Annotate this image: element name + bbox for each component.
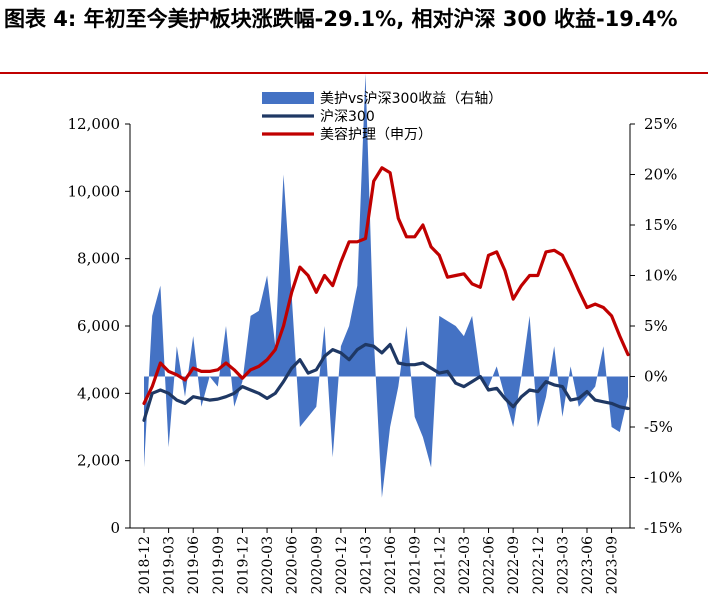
right-tick-label: 25%: [644, 115, 677, 133]
x-tick-label: 2020-09: [309, 536, 325, 594]
right-tick-label: -5%: [644, 418, 673, 436]
x-tick-label: 2022-09: [506, 536, 522, 594]
right-tick-label: 5%: [644, 317, 668, 335]
x-tick-label: 2021-09: [408, 536, 424, 594]
x-tick-label: 2018-12: [137, 536, 153, 594]
left-tick-label: 10,000: [68, 182, 121, 200]
x-tick-label: 2022-12: [531, 536, 547, 594]
right-tick-label: -10%: [644, 469, 682, 487]
x-tick-label: 2022-03: [457, 536, 473, 594]
right-tick-label: 15%: [644, 216, 677, 234]
x-tick-label: 2019-12: [235, 536, 251, 594]
axes-layer: 0 2,000 4,000 6,000 8,000 10,000 12,000 -15% -10…: [68, 115, 683, 594]
legend-label: 美护vs沪深300收益（右轴）: [320, 91, 502, 107]
left-tick-label: 8,000: [77, 250, 120, 268]
left-tick-label: 4,000: [77, 384, 120, 402]
x-tick-label: 2021-03: [358, 536, 374, 594]
title-divider: [0, 72, 708, 74]
x-tick-label: 2020-12: [334, 536, 350, 594]
left-tick-label: 6,000: [77, 317, 120, 335]
right-tick-label: -15%: [644, 519, 682, 537]
x-tick-label: 2019-06: [186, 536, 202, 594]
x-tick-label: 2022-06: [482, 536, 498, 594]
left-tick-label: 12,000: [68, 115, 121, 133]
legend-swatch-area: [262, 92, 314, 104]
right-tick-label: 20%: [644, 166, 677, 184]
x-tick-label: 2019-03: [162, 536, 178, 594]
right-tick-label: 0%: [644, 368, 668, 386]
x-tick-label: 2019-09: [211, 536, 227, 594]
line-layer: [142, 166, 630, 422]
area-relative-return: [144, 73, 628, 498]
x-tick-label: 2023-06: [580, 536, 596, 594]
legend-label: 美容护理（申万）: [320, 126, 432, 143]
area-layer: [144, 73, 628, 498]
x-tick-label: 2021-12: [432, 536, 448, 594]
right-tick-label: 10%: [644, 267, 677, 285]
x-tick-label: 2023-09: [605, 536, 621, 594]
left-tick-label: 0: [110, 519, 120, 537]
x-tick-label: 2023-03: [555, 536, 571, 594]
x-tick-label: 2021-06: [383, 536, 399, 594]
left-tick-label: 2,000: [77, 452, 120, 470]
x-tick-label: 2020-03: [260, 536, 276, 594]
line-beauty-care: [142, 166, 630, 405]
x-tick-label: 2020-06: [285, 536, 301, 594]
line-csi300: [142, 342, 630, 422]
chart-title: 图表 4: 年初至今美护板块涨跌幅-29.1%, 相对沪深 300 收益-19.…: [4, 7, 678, 31]
legend-label: 沪深300: [320, 109, 375, 125]
